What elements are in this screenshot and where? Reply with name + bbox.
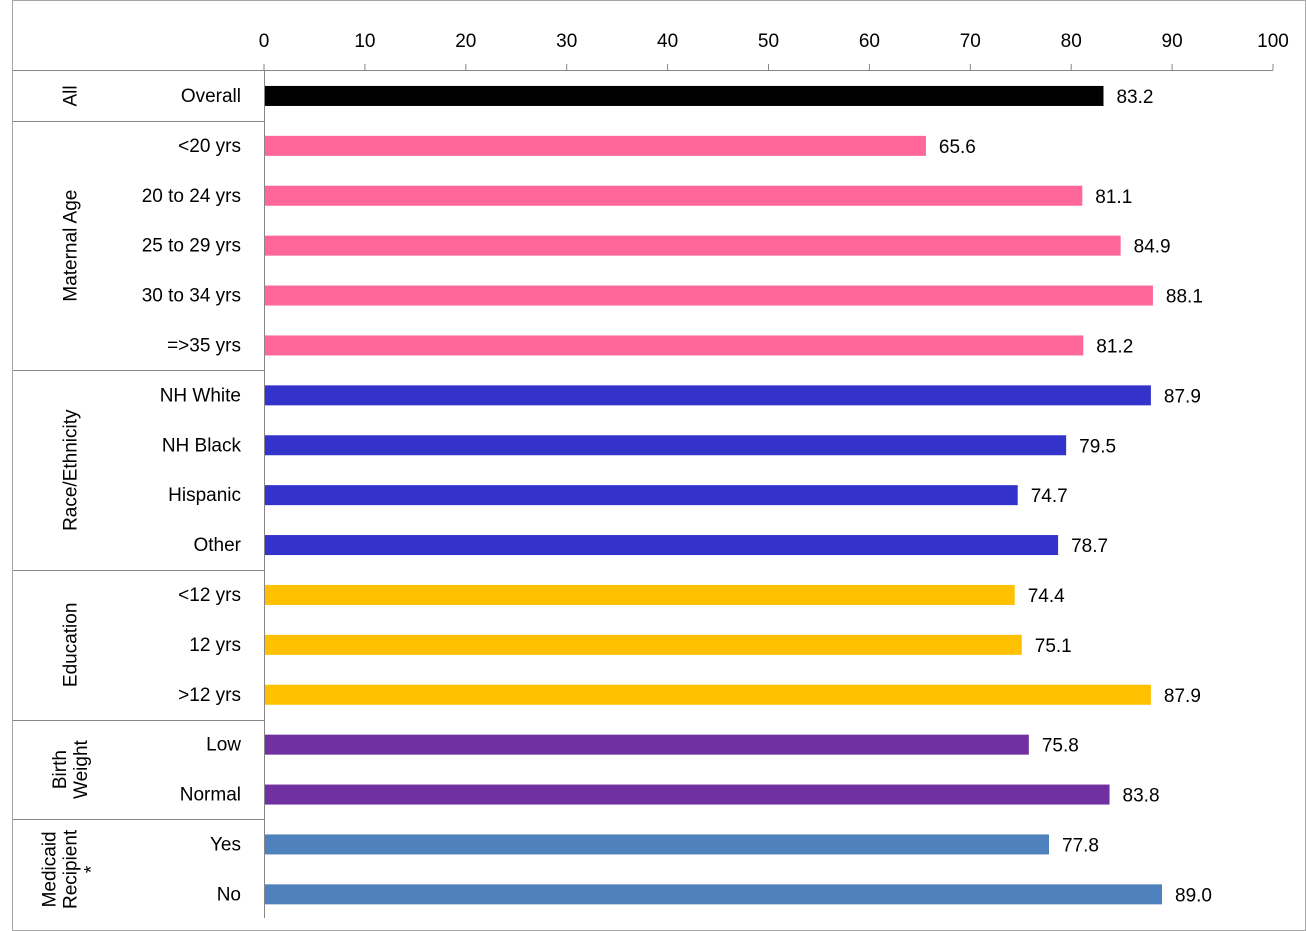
- bar-value-label: 74.4: [1028, 586, 1065, 607]
- bar-value-label: 87.9: [1164, 386, 1201, 407]
- group-label: Education: [61, 603, 82, 688]
- bar-value-label: 77.8: [1062, 835, 1099, 856]
- bar: [265, 85, 1104, 106]
- category-groups: All Overall Maternal Age <20 yrs 20 to 24 yr…: [13, 85, 264, 909]
- x-tick-label: 90: [1162, 31, 1183, 52]
- category-label: 12 yrs: [189, 635, 241, 656]
- category-label: =>35 yrs: [167, 335, 241, 356]
- category-label: <12 yrs: [178, 585, 241, 606]
- group-label-line: Maternal Age: [61, 190, 82, 302]
- category-label: 30 to 34 yrs: [142, 286, 241, 307]
- group-label: Maternal Age: [61, 190, 82, 302]
- bar-value-label: 81.2: [1096, 336, 1133, 357]
- category-label: NH White: [160, 385, 241, 406]
- bar: [265, 235, 1121, 256]
- bar-value-label: 84.9: [1134, 237, 1171, 258]
- bar: [265, 485, 1018, 506]
- bar: [265, 884, 1163, 905]
- bar-value-label: 81.1: [1095, 187, 1132, 208]
- bar-value-label: 78.7: [1071, 536, 1108, 557]
- group-label-line: Birth: [50, 750, 71, 789]
- bar: [265, 834, 1050, 855]
- bar-value-label: 83.8: [1123, 786, 1160, 807]
- x-tick-label: 60: [859, 31, 880, 52]
- bars: 83.2 65.6 81.1 84.9 88.1 81.2 87.9 79.5 74.7 78.7…: [265, 85, 1212, 906]
- category-label: Low: [206, 735, 241, 756]
- category-label: >12 yrs: [178, 685, 241, 706]
- bar: [265, 335, 1084, 356]
- x-tick-label: 70: [960, 31, 981, 52]
- x-tick-label: 30: [556, 31, 577, 52]
- bar: [265, 135, 926, 156]
- group-label-line: Weight: [71, 739, 92, 799]
- x-axis: 0 10 20 30 40 50 60 70 80 90 100: [13, 31, 1289, 918]
- category-label: <20 yrs: [178, 136, 241, 157]
- category-label: 20 to 24 yrs: [142, 186, 241, 207]
- bar: [265, 185, 1083, 206]
- group-label: All: [61, 85, 82, 106]
- bar-value-label: 83.2: [1116, 87, 1153, 108]
- category-label: Hispanic: [168, 485, 241, 506]
- bar: [265, 634, 1022, 655]
- bar-value-label: 88.1: [1166, 287, 1203, 308]
- x-tick-label: 0: [259, 31, 270, 52]
- bar-value-label: 75.8: [1042, 736, 1079, 757]
- bar: [265, 435, 1067, 456]
- bar: [265, 535, 1059, 556]
- category-label: Other: [193, 535, 241, 556]
- bar-value-label: 74.7: [1031, 486, 1068, 507]
- bar-value-label: 65.6: [939, 137, 976, 158]
- group-label-line: Education: [61, 603, 82, 688]
- bar-value-label: 89.0: [1175, 885, 1212, 906]
- bar-value-label: 87.9: [1164, 686, 1201, 707]
- group-label-line: All: [61, 85, 82, 106]
- bar: [265, 385, 1151, 406]
- group-label-line: *: [82, 865, 103, 873]
- x-tick-label: 20: [455, 31, 476, 52]
- x-tick-label: 100: [1257, 31, 1289, 52]
- group-label-line: Recipient: [61, 829, 82, 909]
- x-tick-label: 40: [657, 31, 678, 52]
- bar: [265, 734, 1029, 755]
- x-tick-label: 50: [758, 31, 779, 52]
- bar-value-label: 75.1: [1035, 636, 1072, 657]
- bar: [265, 285, 1153, 306]
- group-label-line: Race/Ethnicity: [61, 409, 82, 531]
- category-label: Yes: [210, 834, 241, 855]
- x-tick-label: 10: [354, 31, 375, 52]
- category-label: Normal: [180, 785, 241, 806]
- bar-value-label: 79.5: [1079, 436, 1116, 457]
- category-label: 25 to 29 yrs: [142, 236, 241, 257]
- bar: [265, 784, 1110, 805]
- group-label-line: Medicaid: [40, 831, 61, 907]
- x-tick-label: 80: [1061, 31, 1082, 52]
- bar: [265, 584, 1015, 605]
- category-label: Overall: [181, 86, 241, 107]
- group-label: MedicaidRecipient*: [40, 829, 103, 909]
- group-label: Race/Ethnicity: [61, 409, 82, 531]
- group-label: BirthWeight: [50, 739, 92, 799]
- category-label: NH Black: [162, 435, 242, 456]
- category-label: No: [217, 884, 241, 905]
- bar: [265, 684, 1151, 705]
